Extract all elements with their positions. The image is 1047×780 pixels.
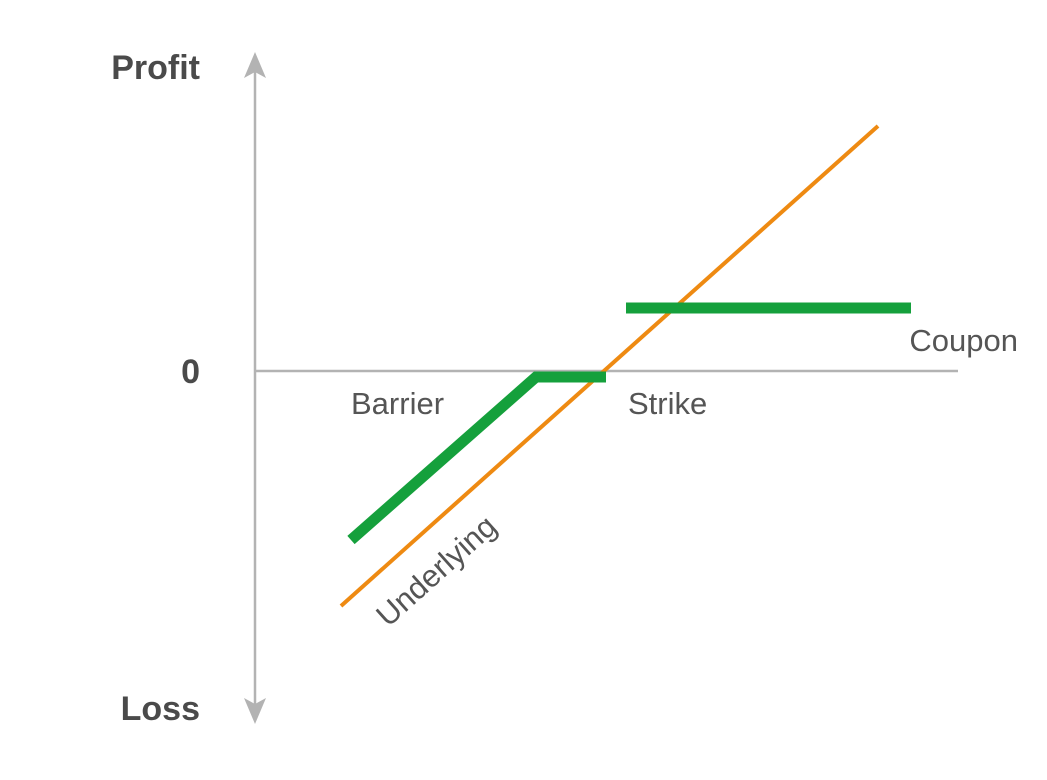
arrow-down-icon [244,698,266,724]
underlying-label: Underlying [369,508,503,633]
arrow-up-icon [244,52,266,78]
y-axis-zero-label: 0 [181,353,200,391]
payoff-loss-segment [347,371,606,545]
y-axis-profit-label: Profit [111,49,200,87]
underlying-line [339,124,880,608]
strike-label: Strike [628,386,707,421]
barrier-label: Barrier [351,386,444,421]
coupon-label: Coupon [909,323,1018,358]
y-axis-loss-label: Loss [121,690,200,728]
